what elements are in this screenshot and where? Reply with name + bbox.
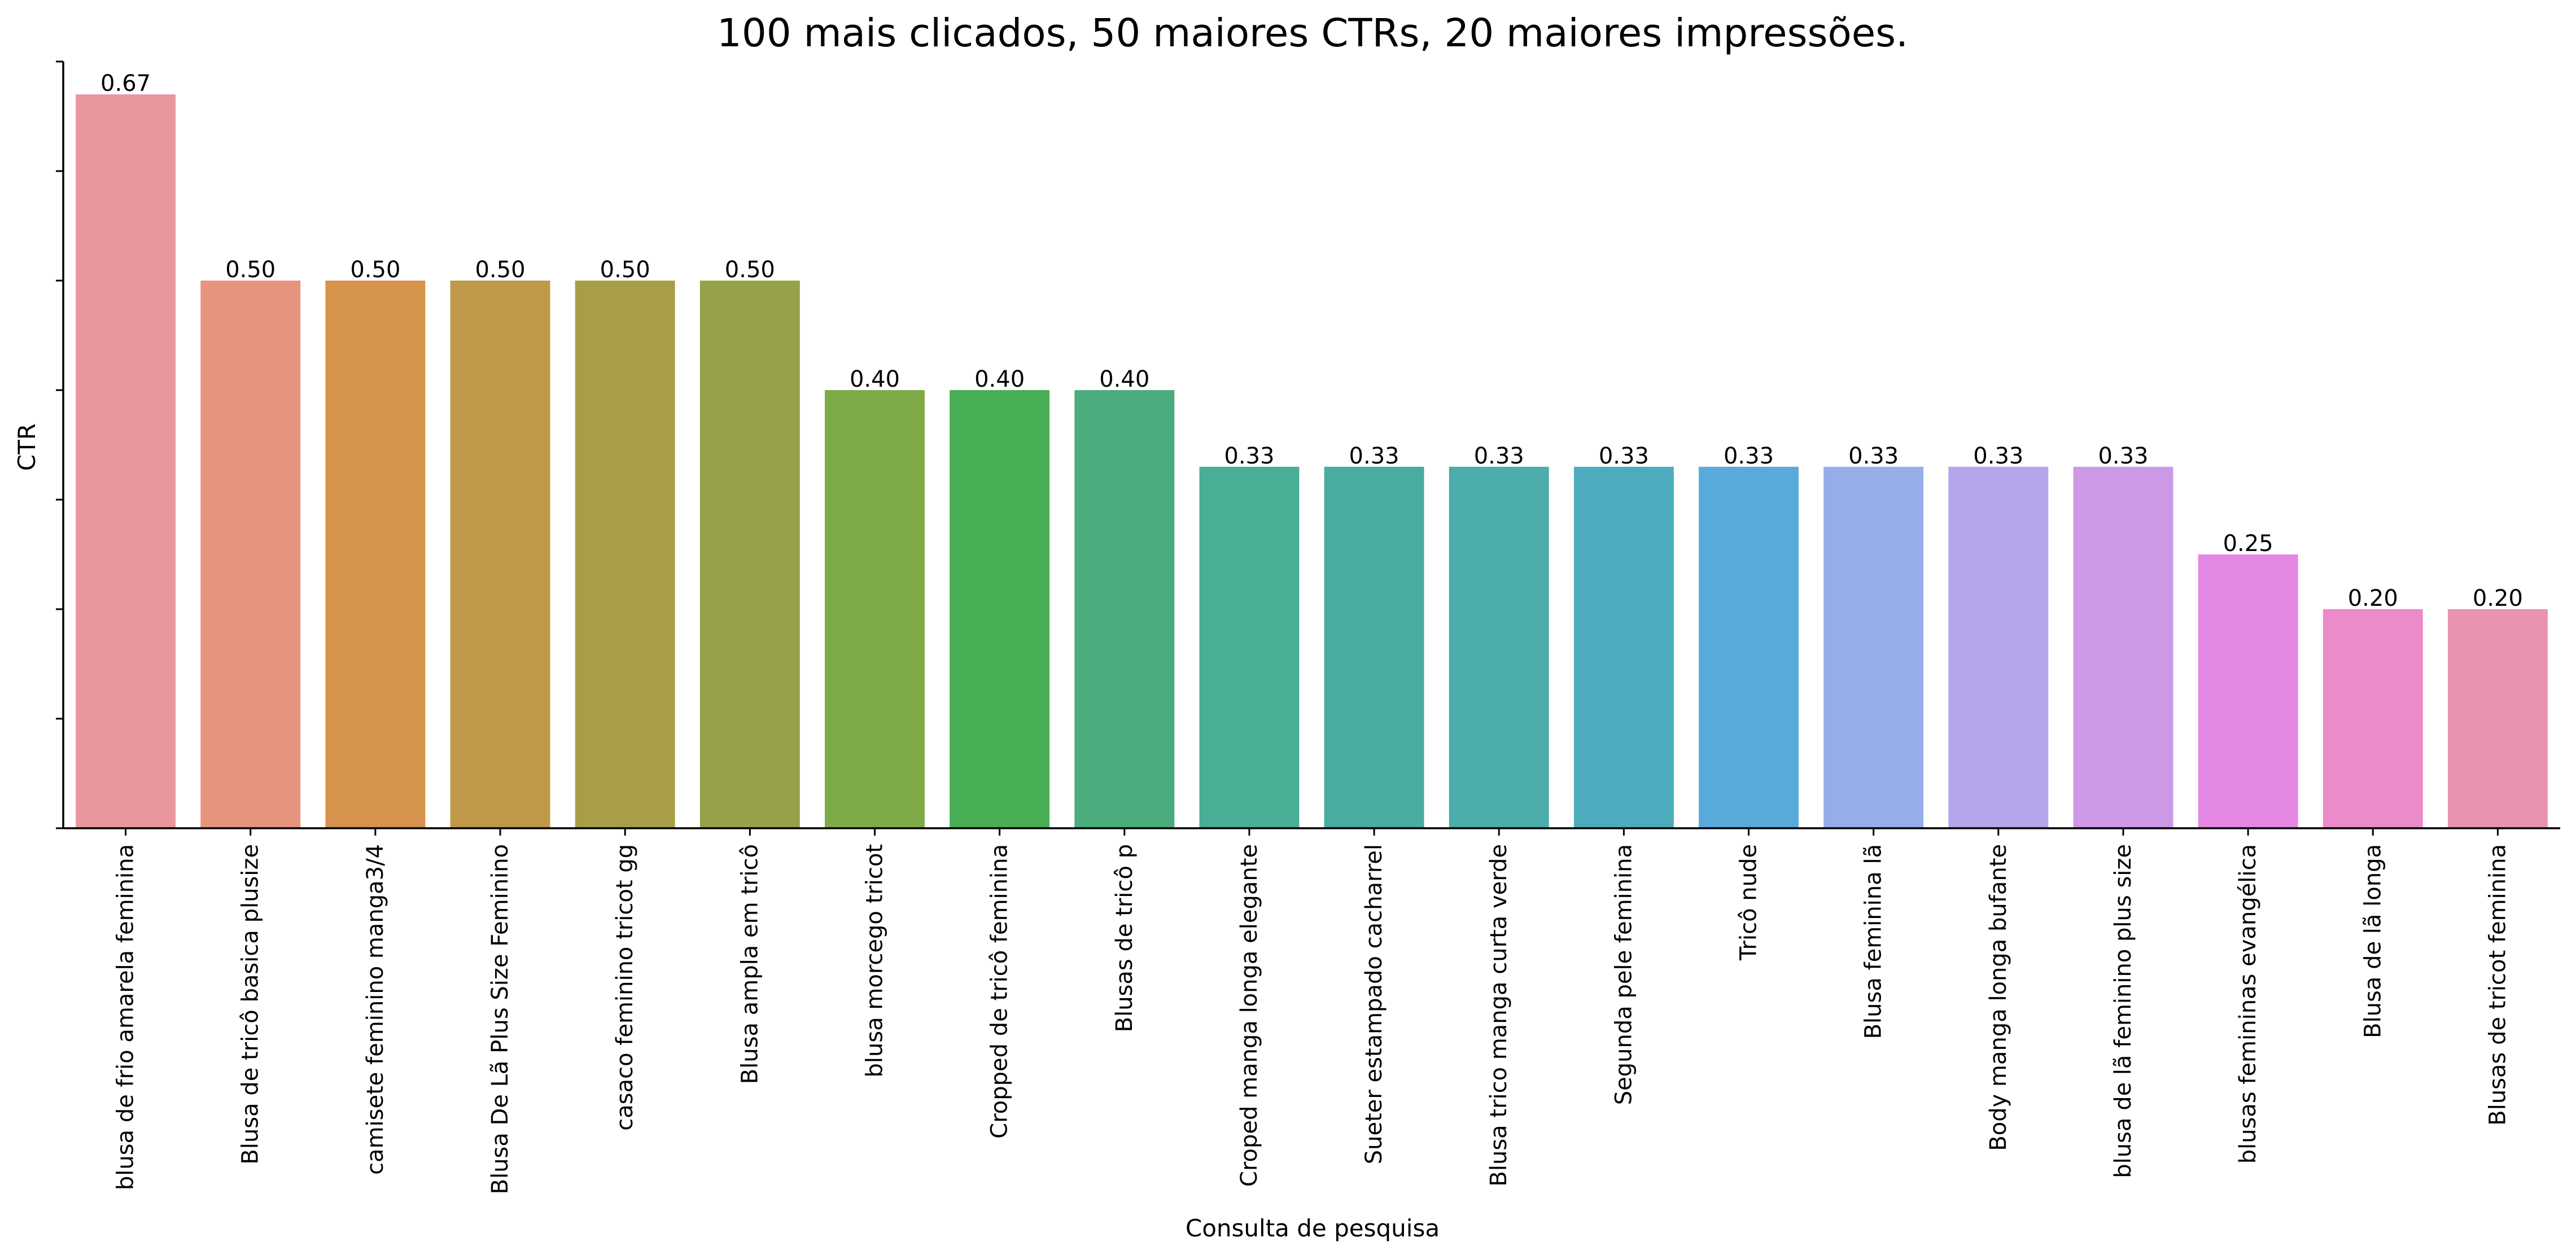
x-tick-label: blusa de frio amarela feminina xyxy=(113,844,139,1190)
x-tick-label: Blusas de tricot feminina xyxy=(2485,844,2511,1126)
x-tick-label: Body manga longa bufante xyxy=(1985,844,2011,1151)
x-tick-label: Tricô nude xyxy=(1736,844,1762,961)
bar xyxy=(1199,466,1300,828)
x-tick-label: blusa de lã feminino plus size xyxy=(2110,844,2136,1178)
x-tick-label: Sueter estampado cacharrel xyxy=(1361,844,1387,1164)
bar xyxy=(200,281,301,828)
bar xyxy=(2198,554,2298,828)
bar xyxy=(325,281,426,828)
y-axis-ticks xyxy=(56,60,63,829)
bar xyxy=(1324,466,1424,828)
bar-value-label: 0.33 xyxy=(1724,443,1774,469)
x-tick-label: Blusa de lã longa xyxy=(2360,844,2386,1038)
bar-value-label: 0.40 xyxy=(974,366,1025,392)
bar-value-label: 0.40 xyxy=(1099,366,1149,392)
bar xyxy=(2447,609,2548,828)
x-tick-label: Cropped de tricô feminina xyxy=(987,844,1013,1139)
x-tick-label: blusa morcego tricot xyxy=(861,844,887,1078)
bar-value-label: 0.25 xyxy=(2223,531,2273,557)
bar xyxy=(950,390,1050,828)
chart-title: 100 mais clicados, 50 maiores CTRs, 20 m… xyxy=(717,11,1908,56)
bar-value-label: 0.20 xyxy=(2348,585,2398,611)
x-tick-label: blusas femininas evangélica xyxy=(2235,844,2261,1164)
bar-value-label: 0.50 xyxy=(725,257,775,283)
bar-value-label: 0.67 xyxy=(100,71,151,97)
bar-value-label: 0.33 xyxy=(1848,443,1899,469)
x-tick-label: Blusa trico manga curta verde xyxy=(1486,844,1512,1187)
x-tick-label: Blusa ampla em tricô xyxy=(737,844,763,1084)
x-axis-label: Consulta de pesquisa xyxy=(1186,1214,1440,1242)
bar xyxy=(2323,609,2423,828)
bar-value-label: 0.33 xyxy=(2098,443,2148,469)
x-tick-label: Croped manga longa elegante xyxy=(1236,844,1262,1187)
bar xyxy=(1449,466,1549,828)
bar xyxy=(699,281,800,828)
bar-value-label: 0.20 xyxy=(2473,585,2523,611)
bar xyxy=(2073,466,2173,828)
bar xyxy=(76,94,176,829)
bar-value-label: 0.33 xyxy=(1224,443,1274,469)
bar xyxy=(1948,466,2049,828)
bar xyxy=(575,281,675,828)
bar-value-label: 0.50 xyxy=(475,257,525,283)
bar xyxy=(1074,390,1175,828)
bar-value-label: 0.33 xyxy=(1349,443,1399,469)
bar-value-label: 0.33 xyxy=(1973,443,2023,469)
x-tick-label: Blusa de tricô basica plusize xyxy=(238,844,264,1165)
bar-value-label: 0.50 xyxy=(350,257,400,283)
bar xyxy=(1573,466,1674,828)
bar-value-label: 0.33 xyxy=(1599,443,1649,469)
bar-value-label: 0.50 xyxy=(600,257,650,283)
x-tick-label: Blusas de tricô p xyxy=(1112,844,1138,1032)
bar xyxy=(1823,466,1924,828)
x-tick-label: Blusa feminina lã xyxy=(1861,844,1887,1039)
bar-value-label: 0.33 xyxy=(1474,443,1524,469)
bar xyxy=(450,281,550,828)
x-tick-label: camisete feminino manga3/4 xyxy=(362,844,388,1175)
data-labels-group: 0.67 0.50 0.50 0.50 0.50 0.50 0.40 0.40 0.40 0.33… xyxy=(100,71,2523,611)
x-tick-label: Segunda pele feminina xyxy=(1611,844,1637,1105)
x-tick-label: casaco feminino tricot gg xyxy=(612,844,638,1131)
bar-value-label: 0.40 xyxy=(850,366,900,392)
x-tick-label: Blusa De Lã Plus Size Feminino xyxy=(487,844,513,1194)
y-axis-label: CTR xyxy=(13,423,41,471)
bar xyxy=(825,390,925,828)
bar-value-label: 0.50 xyxy=(225,257,275,283)
bars-group xyxy=(76,94,2548,829)
bar xyxy=(1699,466,1799,828)
x-axis-ticks: blusa de frio amarela feminina Blusa de t… xyxy=(113,828,2511,1194)
